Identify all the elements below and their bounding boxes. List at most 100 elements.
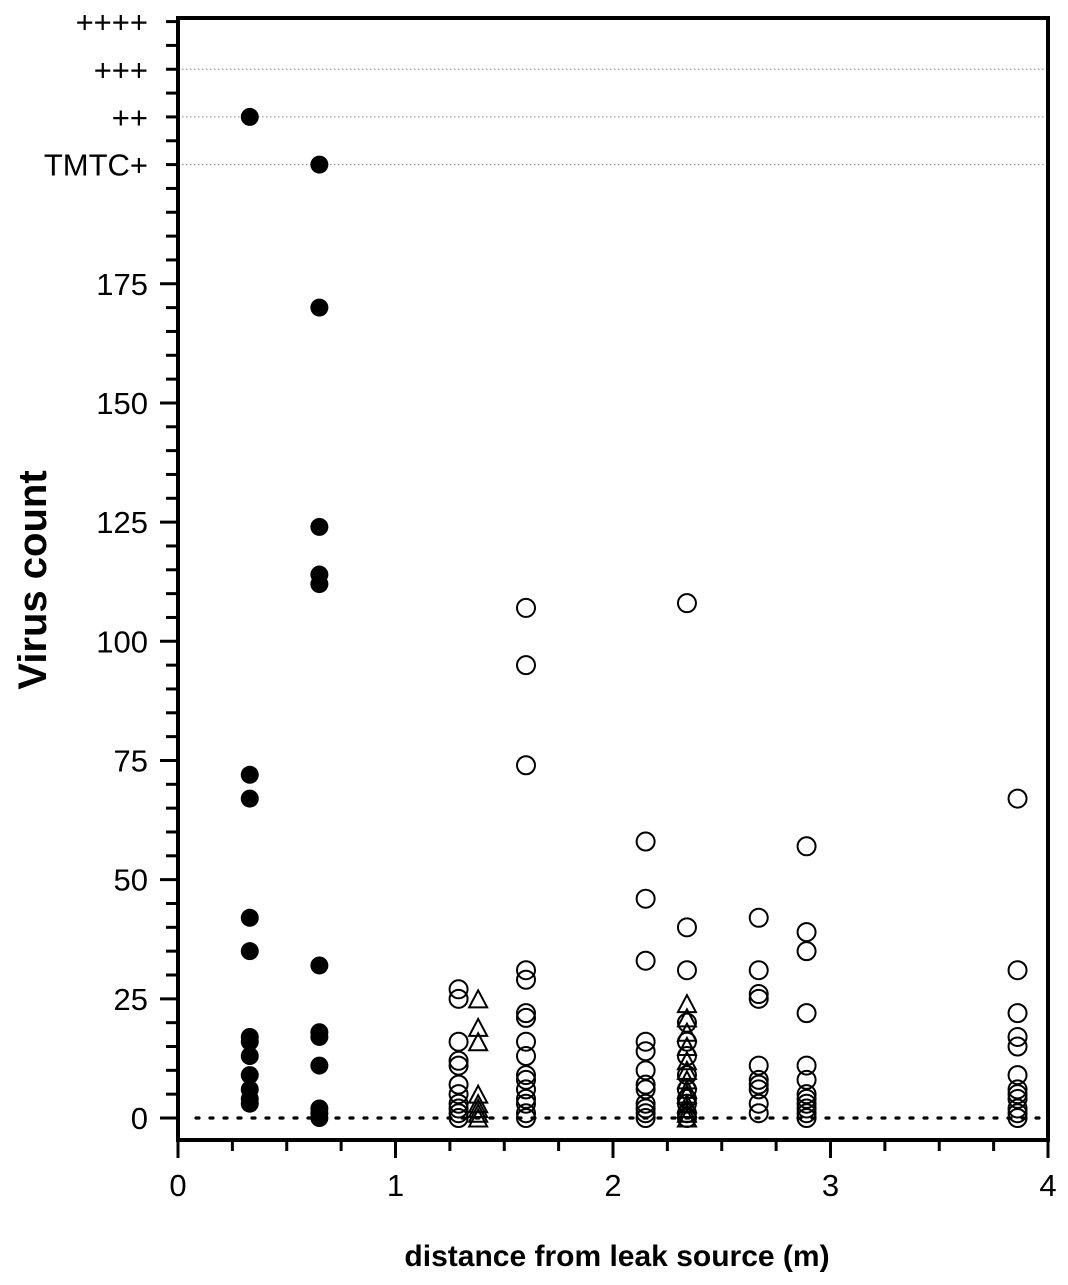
filled-circle-point xyxy=(240,1094,259,1113)
open-circle-point xyxy=(796,1108,817,1128)
filled-circle-point xyxy=(310,956,329,975)
open-circle-point xyxy=(748,1093,769,1114)
open-circle-point xyxy=(796,1103,817,1124)
open-circle-point xyxy=(516,1079,536,1100)
x-tick-label: 1 xyxy=(387,1168,404,1203)
open-circle-point xyxy=(516,1003,536,1024)
open-triangle-point xyxy=(676,1035,698,1056)
x-axis-title: distance from leak source (m) xyxy=(404,1240,829,1273)
open-circle-point xyxy=(635,1103,656,1124)
open-triangle-point xyxy=(676,1097,698,1118)
open-circle-point xyxy=(1007,1003,1028,1024)
open-circle-point xyxy=(516,1031,536,1052)
open-circle-point xyxy=(748,907,769,928)
open-triangle-point xyxy=(467,1016,489,1037)
open-triangle-point xyxy=(467,1102,489,1123)
open-circle-point xyxy=(635,1041,656,1062)
y-tick-label: 175 xyxy=(96,267,148,302)
open-circle-point xyxy=(635,1098,656,1119)
open-circle-point xyxy=(1007,788,1028,809)
open-circle-point xyxy=(1007,1079,1028,1100)
filled-circle-point xyxy=(310,298,329,317)
y-category-label: ++ xyxy=(112,100,148,135)
open-circle-point xyxy=(516,1007,536,1028)
open-circle-point xyxy=(516,1108,536,1128)
open-triangle-point xyxy=(467,1097,489,1118)
open-circle-point xyxy=(448,1108,469,1128)
open-circle-point xyxy=(796,836,817,857)
filled-circle-point xyxy=(240,765,259,784)
open-circle-point xyxy=(748,1055,769,1076)
y-axis-title: Virus count xyxy=(11,470,55,689)
open-triangle-point xyxy=(676,1102,698,1123)
open-triangle-point xyxy=(467,1031,489,1052)
y-category-label: ++++ xyxy=(76,5,148,40)
open-triangle-point xyxy=(676,1107,698,1128)
filled-circle-point xyxy=(240,789,259,808)
y-category-label: +++ xyxy=(94,52,148,87)
open-circle-point xyxy=(635,1108,656,1128)
open-circle-point xyxy=(635,1060,656,1081)
open-circle-point xyxy=(448,1031,469,1052)
open-circle-point xyxy=(748,1069,769,1090)
open-circle-point xyxy=(676,593,697,614)
filled-circle-point xyxy=(310,1056,329,1075)
open-triangle-point xyxy=(467,1107,489,1128)
open-circle-point xyxy=(796,941,817,962)
open-circle-point xyxy=(748,1074,769,1095)
filled-circle-point xyxy=(240,908,259,927)
open-circle-point xyxy=(748,1103,769,1124)
open-circle-point xyxy=(448,1093,469,1114)
open-circle-point xyxy=(516,1069,536,1090)
open-circle-point xyxy=(635,1079,656,1100)
plot-frame xyxy=(176,16,1050,1142)
open-circle-point xyxy=(796,1069,817,1090)
y-tick-label: 150 xyxy=(96,386,148,421)
open-circle-point xyxy=(748,1079,769,1100)
open-circle-point xyxy=(1007,1088,1028,1109)
filled-circle-point xyxy=(310,575,329,594)
open-circle-point xyxy=(676,1012,697,1033)
open-circle-point xyxy=(748,960,769,981)
open-circle-point xyxy=(516,1093,536,1114)
filled-circle-point xyxy=(310,1109,329,1127)
filled-circle-point xyxy=(240,1047,259,1066)
open-circle-point xyxy=(516,1046,536,1067)
filled-circle-point xyxy=(310,155,329,174)
open-circle-point xyxy=(748,988,769,1009)
open-circle-point xyxy=(516,1088,536,1109)
open-circle-point xyxy=(1007,960,1028,981)
open-circle-point xyxy=(1007,1065,1028,1086)
filled-circle-point xyxy=(240,1032,259,1051)
open-circle-point xyxy=(448,1050,469,1071)
open-circle-point xyxy=(448,1084,469,1105)
open-triangle-point xyxy=(467,988,489,1009)
y-tick-label: 75 xyxy=(114,743,148,778)
open-triangle-point xyxy=(467,1093,489,1114)
x-tick-label: 2 xyxy=(604,1168,621,1203)
open-circle-point xyxy=(1007,1036,1028,1057)
open-circle-point xyxy=(796,1093,817,1114)
filled-circle-point xyxy=(310,1027,329,1046)
y-tick-label: 50 xyxy=(114,863,148,898)
open-circle-point xyxy=(516,597,536,618)
open-circle-point xyxy=(748,984,769,1005)
y-tick-label: 125 xyxy=(96,505,148,540)
open-circle-point xyxy=(796,1098,817,1119)
open-circle-point xyxy=(516,655,536,676)
y-tick-label: 0 xyxy=(131,1101,148,1136)
open-circle-point xyxy=(796,1055,817,1076)
open-circle-point xyxy=(796,1088,817,1109)
open-circle-point xyxy=(796,1003,817,1024)
open-circle-point xyxy=(448,979,469,1000)
open-triangle-point xyxy=(676,1093,698,1114)
filled-circle-point xyxy=(240,942,259,961)
open-circle-point xyxy=(796,922,817,943)
open-circle-point xyxy=(635,888,656,909)
x-tick-label: 3 xyxy=(822,1168,839,1203)
x-tick-label: 4 xyxy=(1039,1168,1056,1203)
open-circle-point xyxy=(796,1084,817,1105)
open-circle-point xyxy=(1007,1026,1028,1047)
open-circle-point xyxy=(1007,1103,1028,1124)
